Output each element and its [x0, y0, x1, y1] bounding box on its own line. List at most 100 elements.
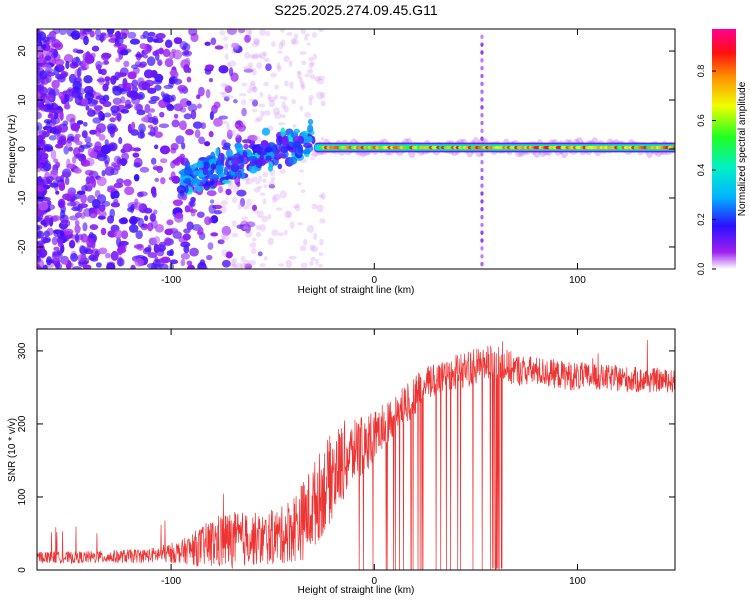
heatmap-cell: [197, 103, 202, 109]
heatmap-cell: [118, 158, 128, 165]
heatmap-cell: [108, 31, 113, 38]
heatmap-cell: [256, 210, 264, 219]
heatmap-cell: [143, 215, 149, 222]
heatmap-cell: [247, 62, 254, 67]
heatmap-cell: [207, 242, 214, 250]
heatmap-cell: [235, 133, 240, 139]
heatmap-cell: [220, 205, 227, 214]
heatmap-cell: [279, 95, 285, 100]
heatmap-cell: [203, 141, 211, 147]
heatmap-cell: [225, 188, 232, 196]
heatmap-cell: [184, 57, 191, 66]
heatmap-cell: [226, 148, 233, 158]
heatmap-cell: [263, 57, 270, 63]
heatmap-cell: [183, 113, 192, 120]
heatmap-cell: [320, 136, 325, 141]
heatmap-cell: [280, 29, 285, 33]
heatmap-cell: [238, 93, 247, 97]
heatmap-cell: [95, 262, 102, 268]
heatmap-cell: [261, 215, 269, 223]
heatmap-cell: [172, 231, 182, 239]
heatmap-cell: [122, 32, 128, 39]
heatmap-cell: [224, 83, 229, 90]
heatmap-cell: [201, 177, 207, 184]
heatmap-cell: [72, 266, 82, 269]
heatmap-cell: [129, 38, 141, 45]
heatmap-cell: [200, 122, 206, 130]
heatmap-cell: [137, 131, 146, 139]
heatmap-cell: [221, 179, 231, 184]
heatmap-cell: [480, 73, 484, 79]
heatmap-cell: [109, 117, 116, 123]
heatmap-cell: [268, 96, 276, 102]
heatmap-cell: [244, 34, 251, 43]
heatmap-cell: [313, 76, 322, 82]
heatmap-cell: [98, 110, 103, 119]
heatmap-cell: [88, 107, 93, 115]
heatmap-cell: [259, 263, 266, 268]
heatmap-cell: [222, 233, 230, 241]
heatmap-cell: [153, 243, 160, 254]
heatmap-cell: [176, 185, 186, 194]
heatmap-cell: [232, 43, 240, 50]
heatmap-cell: [267, 213, 272, 220]
heatmap-cell: [86, 238, 95, 248]
heatmap-cell: [245, 178, 254, 185]
heatmap-cell: [231, 220, 237, 228]
heatmap-cell: [147, 131, 156, 136]
heatmap-cell: [257, 185, 263, 190]
heatmap-cell: [62, 120, 69, 126]
heatmap-cell: [90, 208, 98, 214]
heatmap-cell: [110, 105, 120, 114]
heatmap-cell: [260, 110, 265, 118]
heatmap-cell: [37, 257, 42, 263]
heatmap-cell: [239, 197, 246, 207]
heatmap-cell: [241, 216, 249, 221]
heatmap-cell: [81, 184, 88, 192]
heatmap-cell: [480, 136, 484, 141]
heatmap-cell: [251, 54, 259, 60]
heatmap-cell: [230, 259, 235, 266]
heatmap-cell: [160, 256, 171, 264]
heatmap-cell: [40, 106, 47, 112]
heatmap-cell: [66, 29, 76, 37]
heatmap-cell: [224, 85, 233, 94]
heatmap-cell: [278, 122, 286, 126]
heatmap-cell: [82, 222, 88, 232]
heatmap-cell: [221, 145, 231, 151]
heatmap-cell: [80, 193, 87, 204]
heatmap-cell: [84, 85, 94, 95]
heatmap-cell: [226, 29, 237, 35]
heatmap-cell: [224, 53, 229, 61]
heatmap-cell: [129, 204, 135, 214]
heatmap-cell: [247, 155, 258, 162]
heatmap-cell: [144, 103, 151, 114]
snr-y-axis-label: SNR (10 * v/v): [7, 418, 18, 482]
heatmap-cell: [311, 32, 317, 38]
heatmap-cell: [51, 52, 57, 58]
heatmap-cell: [42, 264, 48, 269]
heatmap-cell: [480, 238, 484, 243]
heatmap-cell: [46, 256, 52, 266]
heatmap-cell: [271, 229, 279, 236]
heatmap-cell: [244, 230, 253, 238]
y-tick-label: 20: [17, 45, 28, 57]
heatmap-cell: [138, 123, 146, 134]
heatmap-cell: [206, 190, 217, 197]
heatmap-cell: [133, 173, 140, 182]
heatmap-cell: [62, 193, 72, 201]
heatmap-cell: [74, 220, 80, 227]
heatmap-cell: [152, 50, 159, 56]
heatmap-cell: [152, 166, 163, 171]
heatmap-cell: [50, 116, 61, 125]
heatmap-cell: [133, 147, 141, 152]
heatmap-cell: [150, 186, 157, 196]
heatmap-cell: [320, 192, 326, 200]
heatmap-cell: [46, 102, 54, 110]
heatmap-cell: [210, 37, 217, 46]
heatmap-cell: [39, 243, 44, 250]
heatmap-cell: [240, 255, 246, 263]
heatmap-cell: [64, 176, 70, 186]
heatmap-cell: [166, 104, 175, 112]
heatmap-cell: [77, 254, 87, 263]
